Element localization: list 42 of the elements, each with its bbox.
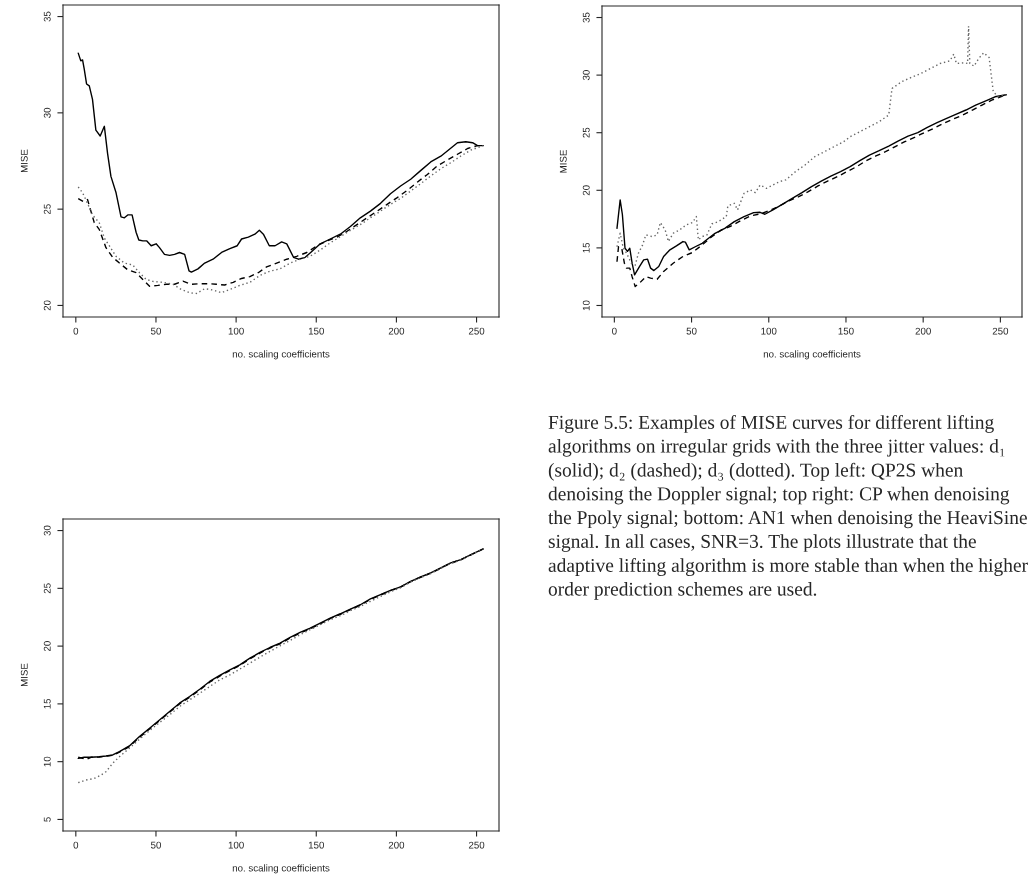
x-axis-title: no. scaling coefficients (232, 864, 330, 874)
x-axis-title: no. scaling coefficients (763, 350, 861, 360)
y-axis-title: MISE (559, 150, 567, 173)
y-axis-title: MISE (20, 663, 28, 687)
y-tick-label: 35 (43, 11, 51, 22)
y-tick-label: 20 (43, 300, 51, 311)
x-tick-label: 150 (308, 327, 324, 335)
line-series (616, 25, 1007, 266)
y-tick-label: 15 (43, 698, 51, 709)
x-tick-label: 200 (915, 327, 931, 335)
y-tick-label: 25 (43, 583, 51, 594)
x-tick-label: 50 (150, 841, 161, 849)
y-tick-label: 25 (43, 204, 51, 215)
x-tick-label: 250 (468, 841, 485, 849)
x-tick-label: 50 (686, 327, 697, 335)
x-tick-label: 100 (228, 841, 244, 849)
x-tick-label: 200 (388, 841, 405, 849)
x-axis-title: no. scaling coefficients (232, 350, 330, 360)
x-tick-label: 250 (992, 327, 1009, 335)
y-tick-label: 20 (43, 641, 51, 652)
caption: Figure 5.5: Examples of MISE curves for different lifting algorithms on irregular grids with the three jitter values: d₁ (solid); d₂ (dashed); d₃ (dotted). Top left: QP2S when denoising the Doppler signal; top right: CP when denoising the Ppoly signal; bottom: AN1 when denoising the HeaviSine signal. In all cases, SNR=3. The plots illustrate that the adaptive lifting algorithm is more stable than when the higher order prediction schemes are used. (548, 415, 1028, 600)
x-tick-label: 250 (468, 327, 485, 335)
y-tick-label: 20 (582, 185, 590, 196)
y-tick-label: 30 (582, 70, 590, 81)
y-tick-label: 35 (582, 12, 590, 23)
y-tick-label: 10 (582, 300, 590, 311)
y-tick-label: 10 (43, 756, 51, 767)
x-tick-label: 150 (838, 327, 854, 335)
y-tick-label: 25 (582, 127, 590, 138)
x-tick-label: 0 (612, 327, 617, 335)
x-tick-label: 100 (228, 327, 244, 335)
x-tick-label: 100 (761, 327, 777, 335)
y-tick-label: 30 (43, 525, 51, 536)
x-tick-label: 50 (150, 327, 161, 335)
x-tick-label: 0 (73, 841, 79, 849)
x-tick-label: 200 (388, 327, 405, 335)
x-tick-label: 150 (308, 841, 324, 849)
x-tick-label: 0 (73, 327, 79, 335)
y-axis-title: MISE (20, 149, 28, 173)
y-tick-label: 5 (43, 817, 51, 822)
y-tick-label: 15 (582, 242, 590, 253)
y-tick-label: 30 (43, 107, 51, 118)
